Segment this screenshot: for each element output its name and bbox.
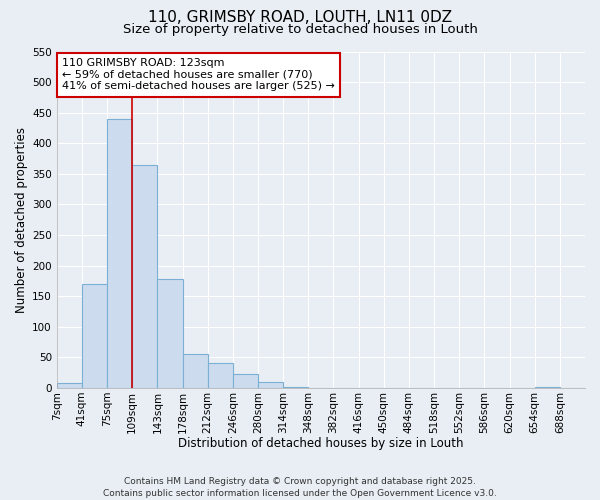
Text: Size of property relative to detached houses in Louth: Size of property relative to detached ho… [122, 22, 478, 36]
Bar [182, 354, 208, 388]
Bar [132, 164, 157, 388]
Y-axis label: Number of detached properties: Number of detached properties [15, 126, 28, 312]
Bar [208, 364, 233, 388]
X-axis label: Distribution of detached houses by size in Louth: Distribution of detached houses by size … [178, 437, 464, 450]
Bar [283, 386, 308, 388]
Text: 110 GRIMSBY ROAD: 123sqm
← 59% of detached houses are smaller (770)
41% of semi-: 110 GRIMSBY ROAD: 123sqm ← 59% of detach… [62, 58, 335, 92]
Text: 110, GRIMSBY ROAD, LOUTH, LN11 0DZ: 110, GRIMSBY ROAD, LOUTH, LN11 0DZ [148, 10, 452, 25]
Bar [57, 383, 82, 388]
Bar [157, 279, 182, 388]
Bar [233, 374, 258, 388]
Bar [535, 386, 560, 388]
Bar [258, 382, 283, 388]
Text: Contains HM Land Registry data © Crown copyright and database right 2025.
Contai: Contains HM Land Registry data © Crown c… [103, 476, 497, 498]
Bar [107, 119, 132, 388]
Bar [82, 284, 107, 388]
